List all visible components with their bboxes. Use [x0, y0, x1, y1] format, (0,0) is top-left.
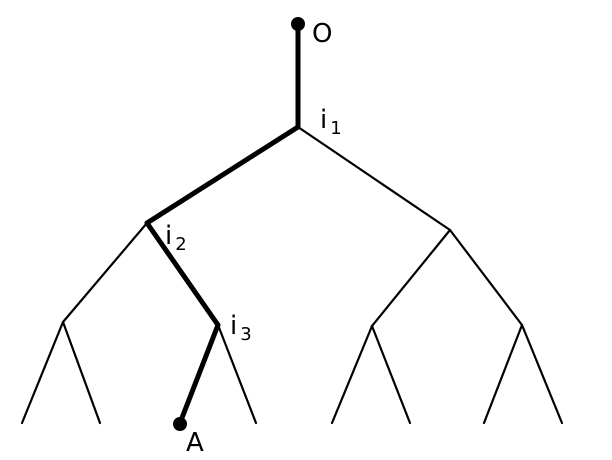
- root-node-dot: [291, 17, 305, 31]
- edge-rl-right: [370, 324, 412, 425]
- edge-rr-left: [482, 323, 524, 425]
- root-label: O: [312, 19, 332, 49]
- i1-label-base: i: [320, 105, 327, 135]
- edge-rr-right: [520, 323, 564, 425]
- edge-ll-right: [61, 320, 102, 425]
- i2-label-subscript: 2: [175, 234, 186, 255]
- edge-ll-left: [20, 320, 65, 425]
- i3-label-base: i: [230, 311, 237, 341]
- edge-i2-left: [61, 221, 149, 324]
- leaf-node-dot: [173, 417, 187, 431]
- highlighted-path: [144, 22, 301, 426]
- edge-i3-right: [216, 323, 258, 425]
- leaf-label: A: [186, 428, 204, 458]
- path-edge-i1-i2: [144, 124, 301, 226]
- path-edge-i2-i3: [144, 220, 221, 328]
- i3-label-subscript: 3: [240, 324, 251, 345]
- edge-rl-left: [330, 324, 374, 425]
- thin-branches: [20, 125, 564, 425]
- edge-right-right: [448, 228, 524, 327]
- i2-label-base: i: [165, 221, 172, 251]
- path-edge-i3-a: [177, 322, 221, 426]
- edge-i1-right: [296, 125, 452, 232]
- i1-label-subscript: 1: [330, 118, 341, 139]
- edge-right-left: [370, 228, 452, 328]
